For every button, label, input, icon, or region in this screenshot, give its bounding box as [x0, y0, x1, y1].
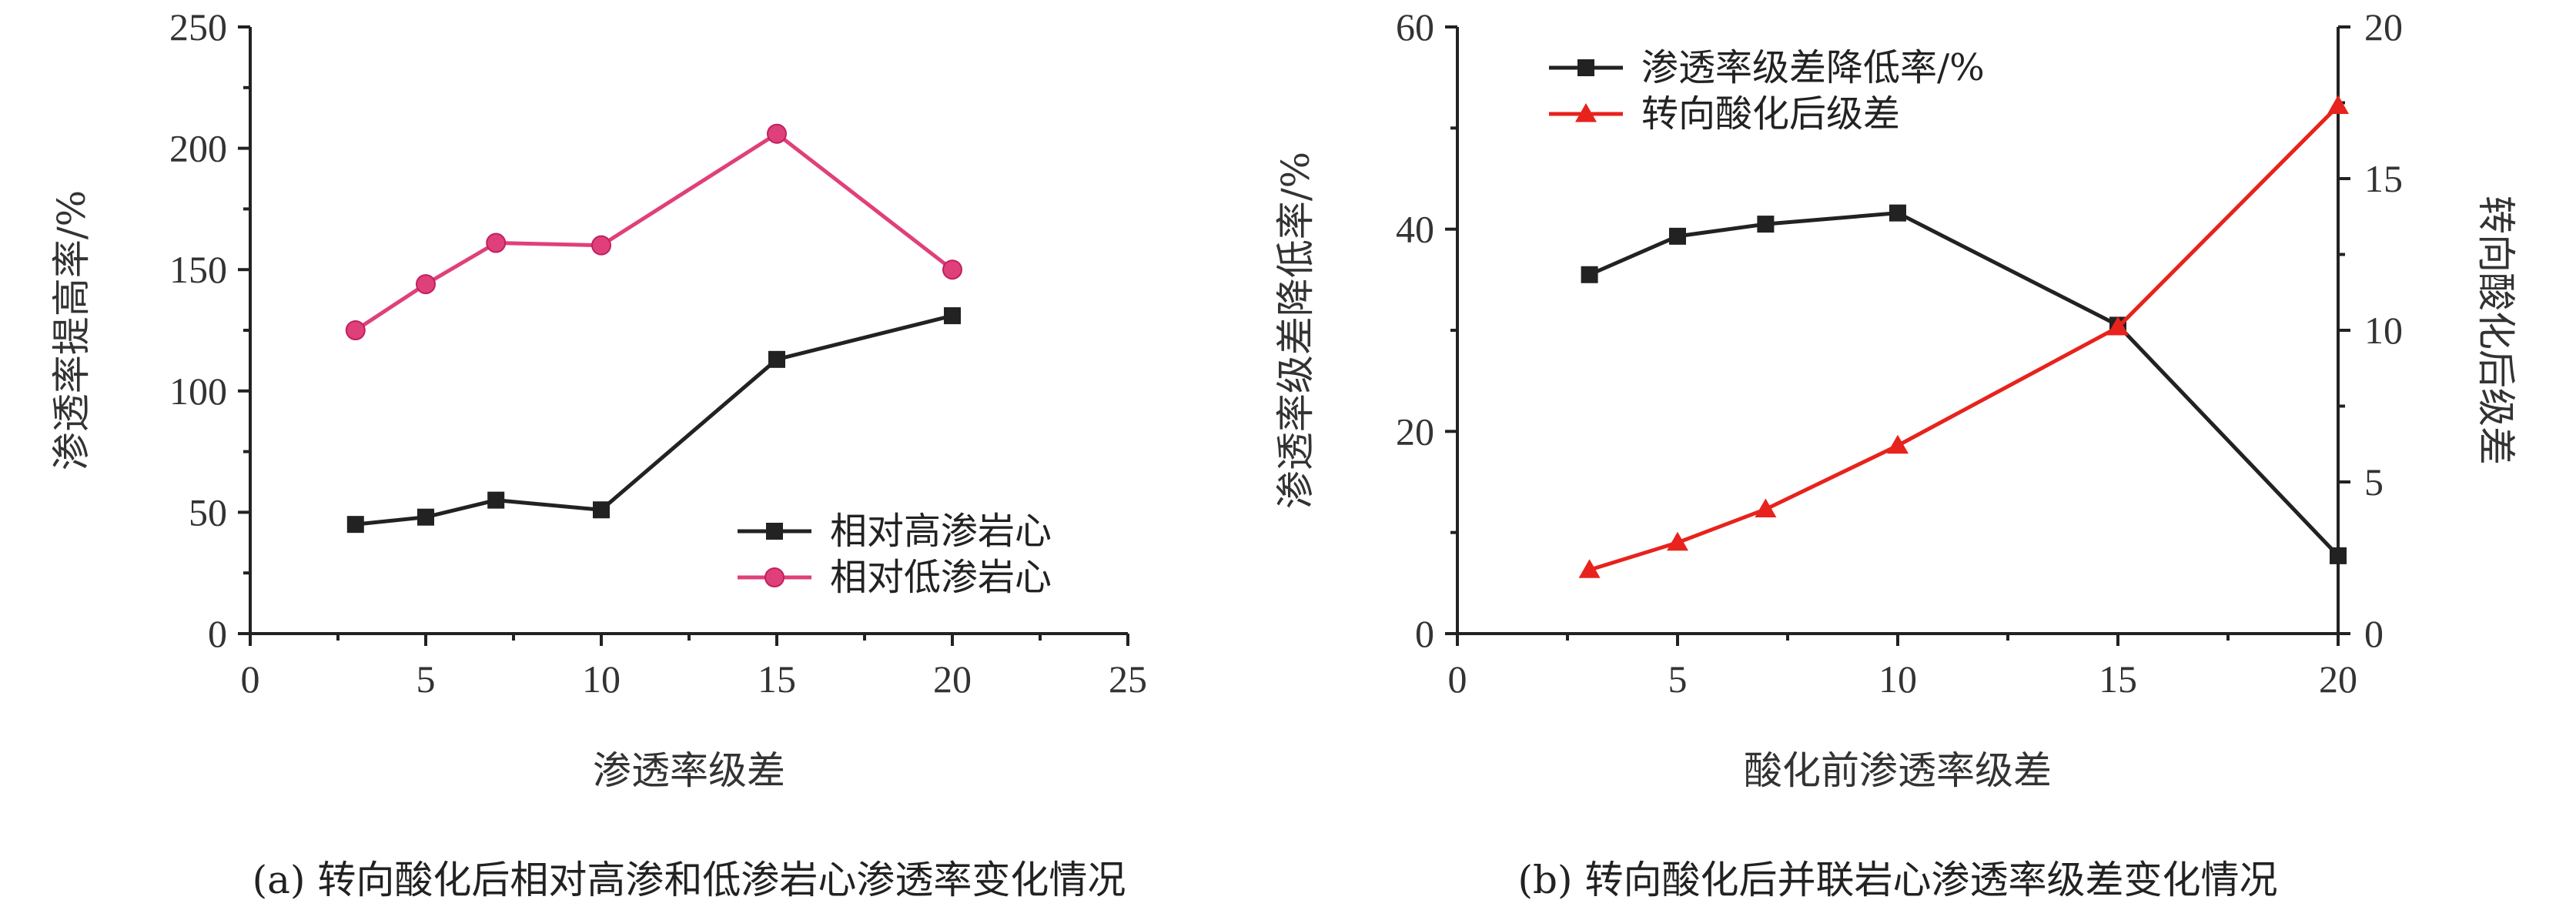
data-point-2 [2107, 316, 2129, 336]
data-point-1 [768, 350, 785, 368]
x-tick-label: 5 [1668, 657, 1688, 701]
x-tick-label: 15 [2099, 657, 2137, 701]
data-point-2 [591, 235, 611, 256]
legend-label-2: 相对低渗岩心 [830, 556, 1052, 599]
y2-tick-label: 10 [2364, 309, 2403, 352]
data-point-2 [942, 259, 962, 280]
y2-tick-label: 15 [2364, 157, 2403, 200]
legend-label-2: 转向酸化后级差 [1641, 92, 1900, 135]
x-tick-label: 5 [417, 657, 436, 701]
data-point-2 [1755, 498, 1777, 517]
figure-caption: (a) 转向酸化后相对高渗和低渗岩心渗透率变化情况 [253, 858, 1126, 902]
data-point-1 [593, 501, 610, 519]
legend-marker-2 [1575, 103, 1597, 122]
y2-tick-label: 5 [2364, 460, 2384, 504]
data-point-1 [487, 491, 505, 509]
y-tick-label: 0 [208, 612, 227, 655]
y-axis-title: 渗透率提高率/% [49, 190, 94, 470]
data-point-1 [1889, 204, 1906, 222]
data-point-2 [486, 233, 507, 253]
x-tick-label: 10 [582, 657, 621, 701]
y-tick-label: 50 [189, 490, 227, 534]
chart-panel-b: 0 5 10 15 20020406005101520酸化前渗透率级差渗透率级差降低率/… [1273, 5, 2518, 902]
y-tick-label: 20 [1396, 410, 1434, 453]
series-line-1 [1588, 211, 2340, 557]
x-tick-label: 0 [241, 657, 260, 701]
x-tick-label: 20 [2319, 657, 2357, 701]
series-line-2 [1588, 104, 2340, 572]
legend-label-1: 相对高渗岩心 [830, 510, 1052, 553]
data-point-2 [1887, 434, 1909, 454]
y-tick-label: 200 [169, 127, 227, 170]
data-point-2 [345, 320, 366, 340]
y2-tick-label: 20 [2364, 5, 2403, 49]
x-tick-label: 15 [758, 657, 796, 701]
y2-tick-label: 0 [2364, 612, 2384, 655]
chart-panel-a: 0 5 10 15 20 25050100150200250渗透率级差渗透率提高率/%(a… [49, 5, 1147, 902]
data-point-2 [1667, 531, 1688, 551]
y-axis-title: 渗透率级差降低率/% [1273, 152, 1318, 509]
legend-marker-1 [766, 523, 783, 540]
data-point-2 [2327, 95, 2349, 114]
y-tick-label: 40 [1396, 208, 1434, 251]
data-point-1 [1581, 266, 1598, 283]
x-tick-label: 10 [1878, 657, 1917, 701]
x-axis-title: 渗透率级差 [593, 748, 785, 793]
data-point-1 [944, 307, 961, 325]
data-point-1 [346, 516, 364, 534]
series-line-1 [355, 313, 953, 527]
data-point-1 [417, 508, 434, 526]
data-point-2 [767, 123, 787, 144]
x-tick-label: 25 [1109, 657, 1147, 701]
data-point-1 [2330, 547, 2347, 564]
legend-marker-2 [764, 567, 785, 587]
y2-axis-title: 转向酸化后级差 [2474, 196, 2518, 465]
data-point-1 [1669, 227, 1686, 245]
x-tick-label: 20 [933, 657, 972, 701]
y-tick-label: 0 [1415, 612, 1434, 655]
legend-marker-1 [1577, 59, 1594, 76]
data-point-1 [1757, 216, 1775, 233]
data-point-2 [416, 274, 436, 295]
y-tick-label: 250 [169, 5, 227, 49]
x-tick-label: 0 [1448, 657, 1467, 701]
y-tick-label: 60 [1396, 5, 1434, 49]
legend-label-1: 渗透率级差降低率/% [1641, 46, 1985, 89]
x-axis-title: 酸化前渗透率级差 [1744, 748, 2052, 793]
y-tick-label: 100 [169, 370, 227, 413]
data-point-2 [1578, 559, 1601, 578]
y-tick-label: 150 [169, 248, 227, 291]
series-line-2 [354, 131, 954, 333]
figure-caption: (b) 转向酸化后并联岩心渗透率级差变化情况 [1518, 858, 2278, 902]
